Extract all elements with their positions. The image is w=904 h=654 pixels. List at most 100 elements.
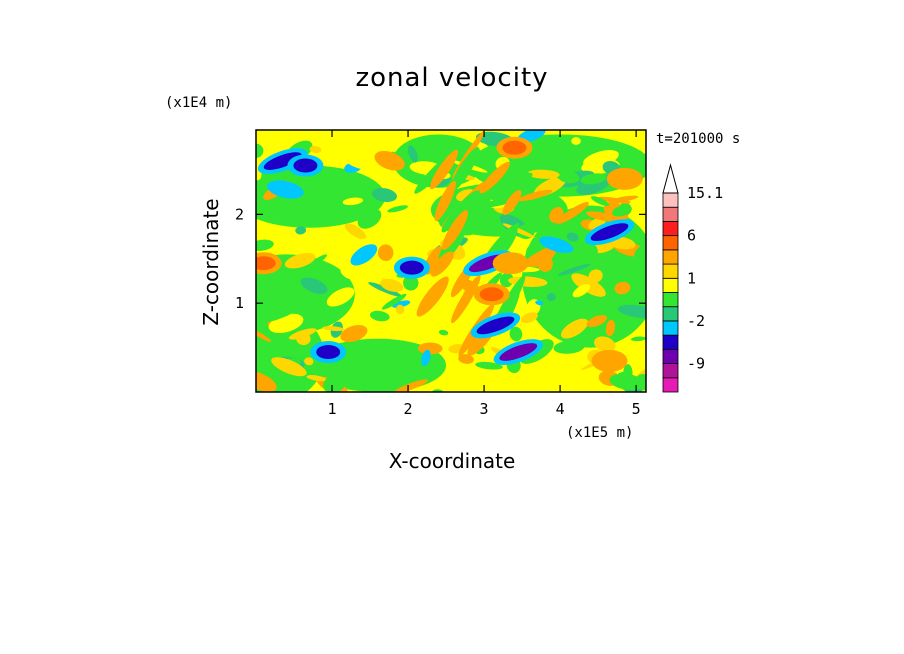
field-blob bbox=[350, 244, 378, 266]
field-blob bbox=[421, 349, 431, 367]
field-blob bbox=[556, 201, 589, 225]
colorbar-label: -9 bbox=[687, 355, 705, 373]
x-tick-label: 3 bbox=[480, 400, 489, 418]
field-blob bbox=[588, 269, 603, 283]
field-blob bbox=[304, 357, 314, 366]
field-blob bbox=[630, 336, 646, 342]
field-blob bbox=[340, 325, 368, 343]
colorbar-band bbox=[662, 320, 679, 336]
x-tick-label: 2 bbox=[404, 400, 413, 418]
wave-streak bbox=[491, 224, 516, 253]
field-blob bbox=[586, 315, 608, 328]
field-blob bbox=[617, 304, 646, 318]
field-blob bbox=[369, 310, 390, 322]
field-blob bbox=[527, 169, 560, 179]
colorbar-band bbox=[662, 221, 679, 237]
field-blob bbox=[393, 379, 429, 392]
field-blob bbox=[340, 265, 362, 280]
field-blob bbox=[605, 319, 616, 337]
field-blob bbox=[284, 252, 316, 269]
field-blob bbox=[399, 358, 436, 378]
field-blob bbox=[322, 326, 345, 332]
field-blob bbox=[571, 137, 581, 145]
field-blob bbox=[417, 342, 443, 355]
x-axis-ticks: 1 2 3 4 5 bbox=[328, 130, 641, 418]
field-feature bbox=[476, 316, 515, 335]
velocity-field bbox=[256, 130, 646, 392]
wave-streak bbox=[416, 276, 449, 317]
colorbar-label: -2 bbox=[687, 312, 705, 330]
field-blob bbox=[374, 150, 405, 171]
field-blob bbox=[407, 145, 418, 163]
field-blob bbox=[634, 242, 646, 259]
plot-area bbox=[255, 129, 647, 393]
field-blob bbox=[525, 250, 554, 267]
y-tick-label: 2 bbox=[235, 205, 244, 223]
field-blob bbox=[256, 326, 272, 343]
y-axis-ticks: 12 bbox=[235, 205, 646, 312]
field-blob bbox=[256, 370, 277, 392]
y-unit-label: (x1E4 m) bbox=[165, 95, 232, 111]
field-feature bbox=[612, 171, 637, 186]
field-blob bbox=[256, 320, 265, 334]
field-blob bbox=[566, 232, 579, 242]
field-blob bbox=[572, 284, 591, 298]
field-blob bbox=[280, 276, 293, 295]
wave-streak bbox=[450, 147, 480, 192]
field-blob bbox=[458, 354, 474, 364]
x-tick-label: 1 bbox=[328, 400, 337, 418]
field-blob bbox=[578, 242, 598, 260]
field-blob bbox=[553, 340, 585, 354]
y-tick-label: 1 bbox=[235, 294, 244, 312]
plot-frame bbox=[255, 129, 647, 393]
field-blob bbox=[596, 196, 631, 204]
field-blob bbox=[259, 310, 294, 324]
colorbar-band bbox=[662, 235, 679, 251]
x-unit-label: (x1E5 m) bbox=[566, 425, 633, 441]
colorbar-extend-arrow bbox=[662, 163, 679, 194]
field-blob bbox=[342, 197, 364, 206]
colorbar-band bbox=[662, 306, 679, 322]
field-blob bbox=[585, 211, 621, 222]
wave-streak bbox=[430, 149, 459, 190]
wave-streak bbox=[473, 195, 492, 222]
field-blob bbox=[557, 170, 580, 184]
field-blob bbox=[557, 263, 591, 276]
field-blob bbox=[326, 287, 355, 307]
x-axis-label: X-coordinate bbox=[389, 449, 516, 473]
wave-streak bbox=[479, 161, 511, 194]
field-feature bbox=[263, 152, 302, 170]
field-blob bbox=[295, 226, 307, 235]
field-blob bbox=[323, 374, 347, 392]
field-blob bbox=[306, 375, 327, 382]
field-blob bbox=[344, 223, 367, 240]
colorbar-band bbox=[662, 249, 679, 265]
field-blob bbox=[509, 326, 523, 342]
field-blob bbox=[546, 292, 556, 302]
colorbar-band bbox=[662, 363, 679, 379]
colorbar-label: 1 bbox=[687, 269, 696, 287]
wave-streak bbox=[434, 180, 456, 222]
colorbar-label: 6 bbox=[687, 227, 696, 245]
field-feature bbox=[498, 256, 523, 271]
field-blob bbox=[612, 205, 632, 217]
field-blob bbox=[518, 189, 553, 202]
field-blob bbox=[499, 272, 514, 288]
colorbar-band bbox=[662, 263, 679, 279]
colorbar: 15.1 6 1 -2 -9 bbox=[662, 163, 723, 393]
field-blob bbox=[265, 352, 276, 361]
field-blob bbox=[371, 187, 397, 202]
field-blob bbox=[520, 312, 538, 324]
field-blob bbox=[503, 172, 533, 188]
field-blob bbox=[403, 275, 419, 291]
field-feature bbox=[502, 140, 527, 155]
colorbar-band bbox=[662, 348, 679, 364]
chart-title: zonal velocity bbox=[355, 63, 548, 93]
field-blob bbox=[535, 300, 544, 306]
field-region bbox=[256, 165, 386, 228]
field-blob bbox=[288, 328, 317, 340]
field-blob bbox=[549, 207, 564, 223]
wave-streak bbox=[451, 275, 481, 324]
field-blob bbox=[380, 278, 404, 292]
